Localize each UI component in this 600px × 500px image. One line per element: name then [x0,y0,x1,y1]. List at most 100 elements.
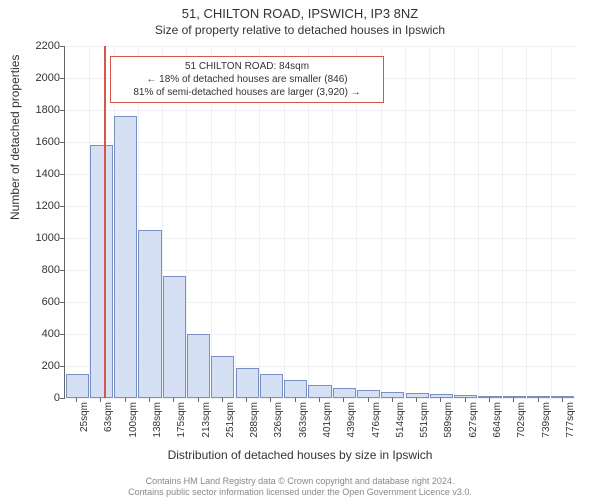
x-axis-label: Distribution of detached houses by size … [0,448,600,462]
y-tick-label: 1600 [26,136,60,148]
x-tick-label: 288sqm [249,402,260,438]
x-tick-label: 551sqm [419,402,430,438]
y-tick-label: 200 [26,360,60,372]
x-tick-mark [198,398,199,402]
x-tick-label: 100sqm [128,402,139,438]
grid-line-horizontal [65,46,575,47]
chart-container: 51, CHILTON ROAD, IPSWICH, IP3 8NZ Size … [0,0,600,500]
grid-line-horizontal [65,206,575,207]
y-tick-mark [60,270,64,271]
x-tick-mark [489,398,490,402]
x-tick-label: 363sqm [298,402,309,438]
y-tick-label: 1400 [26,168,60,180]
grid-line-vertical [405,46,406,398]
histogram-bar [381,392,404,398]
x-tick-label: 138sqm [152,402,163,438]
x-tick-label: 739sqm [541,402,552,438]
x-tick-mark [149,398,150,402]
histogram-bar [333,388,356,398]
y-tick-mark [60,238,64,239]
x-tick-label: 514sqm [395,402,406,438]
histogram-bar [503,396,526,398]
x-tick-mark [538,398,539,402]
footer-attribution: Contains HM Land Registry data © Crown c… [0,476,600,498]
y-tick-mark [60,46,64,47]
x-tick-mark [343,398,344,402]
histogram-bar [211,356,234,398]
reference-line [104,46,106,398]
y-tick-mark [60,334,64,335]
y-tick-mark [60,206,64,207]
x-tick-label: 439sqm [346,402,357,438]
histogram-bar [430,394,453,398]
y-tick-mark [60,78,64,79]
grid-line-vertical [478,46,479,398]
x-tick-mark [270,398,271,402]
x-tick-label: 476sqm [371,402,382,438]
x-tick-label: 702sqm [516,402,527,438]
footer-line-1: Contains HM Land Registry data © Crown c… [0,476,600,487]
y-tick-label: 1000 [26,232,60,244]
grid-line-vertical [502,46,503,398]
x-tick-label: 251sqm [225,402,236,438]
y-tick-mark [60,366,64,367]
histogram-bar [454,395,477,398]
chart-title-main: 51, CHILTON ROAD, IPSWICH, IP3 8NZ [0,0,600,21]
histogram-bar [357,390,380,398]
x-tick-mark [465,398,466,402]
x-tick-label: 213sqm [201,402,212,438]
y-tick-mark [60,398,64,399]
histogram-bar [66,374,89,398]
chart-title-sub: Size of property relative to detached ho… [0,21,600,37]
y-tick-label: 1200 [26,200,60,212]
grid-line-vertical [429,46,430,398]
histogram-bar [551,396,574,398]
y-tick-label: 800 [26,264,60,276]
histogram-bar [260,374,283,398]
annotation-line: 81% of semi-detached houses are larger (… [117,86,377,99]
x-tick-mark [222,398,223,402]
histogram-bar [284,380,307,398]
x-tick-label: 63sqm [103,402,114,432]
grid-line-vertical [551,46,552,398]
y-tick-mark [60,174,64,175]
histogram-bar [527,396,550,398]
x-tick-label: 627sqm [468,402,479,438]
x-tick-label: 589sqm [443,402,454,438]
annotation-line: 51 CHILTON ROAD: 84sqm [117,60,377,73]
x-tick-label: 175sqm [176,402,187,438]
x-tick-mark [416,398,417,402]
y-axis-label: Number of detached properties [8,55,22,220]
x-tick-mark [100,398,101,402]
histogram-bar [187,334,210,398]
grid-line-vertical [454,46,455,398]
histogram-bar [163,276,186,398]
histogram-bar [90,145,113,398]
histogram-bar [114,116,137,398]
y-tick-mark [60,302,64,303]
x-tick-label: 664sqm [492,402,503,438]
y-tick-label: 2000 [26,72,60,84]
y-tick-label: 600 [26,296,60,308]
histogram-bar [138,230,161,398]
grid-line-horizontal [65,142,575,143]
y-tick-label: 2200 [26,40,60,52]
histogram-bar [308,385,331,398]
grid-line-vertical [526,46,527,398]
x-tick-mark [246,398,247,402]
y-tick-label: 0 [26,392,60,404]
annotation-line: ← 18% of detached houses are smaller (84… [117,73,377,86]
x-tick-mark [173,398,174,402]
y-tick-label: 1800 [26,104,60,116]
grid-line-horizontal [65,174,575,175]
grid-line-horizontal [65,110,575,111]
x-tick-mark [76,398,77,402]
x-tick-mark [513,398,514,402]
x-tick-label: 401sqm [322,402,333,438]
x-tick-label: 777sqm [565,402,576,438]
x-tick-mark [319,398,320,402]
x-tick-mark [368,398,369,402]
footer-line-2: Contains public sector information licen… [0,487,600,498]
histogram-bar [236,368,259,398]
x-tick-mark [125,398,126,402]
